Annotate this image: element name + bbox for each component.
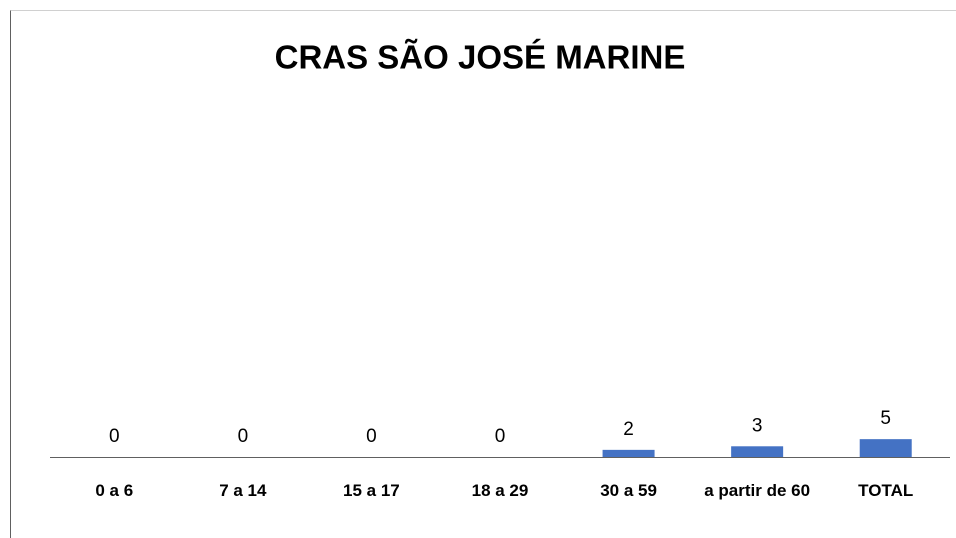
x-tick-label: 18 a 29 (471, 481, 529, 500)
value-label: 0 (238, 426, 249, 447)
bar (859, 439, 912, 457)
bar (602, 449, 655, 457)
x-tick-label: a partir de 60 (704, 481, 811, 500)
x-tick-label: 30 a 59 (600, 481, 657, 500)
x-tick-label: 0 a 6 (95, 481, 134, 500)
value-label: 3 (752, 415, 763, 436)
value-label: 5 (880, 408, 891, 429)
value-label: 0 (109, 426, 120, 447)
x-tick-label: 7 a 14 (219, 481, 267, 500)
x-tick-label: 15 a 17 (343, 481, 400, 500)
value-label: 0 (366, 426, 377, 447)
value-label: 0 (495, 426, 506, 447)
x-tick-label: TOTAL (858, 481, 914, 500)
value-label: 2 (623, 419, 634, 440)
chart-title: CRAS SÃO JOSÉ MARINE (275, 39, 686, 76)
bar (731, 446, 784, 457)
